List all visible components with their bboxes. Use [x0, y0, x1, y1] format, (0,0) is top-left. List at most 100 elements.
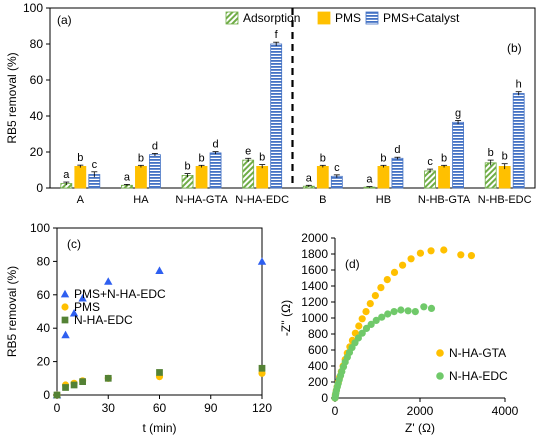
y-axis-label: RB5 removal (%) [5, 266, 19, 357]
x-axis-label: Z' (Ω) [405, 421, 435, 435]
data-point [358, 329, 366, 337]
data-point [407, 255, 415, 263]
bar [498, 165, 511, 189]
y-tick-label: 400 [308, 359, 328, 373]
bar [270, 43, 283, 189]
bar [452, 121, 464, 189]
data-point [427, 247, 435, 255]
y-tick-label: 200 [308, 375, 328, 389]
bar [242, 159, 255, 189]
x-tick-label: N-HB-GTA [418, 194, 471, 206]
data-point [372, 316, 380, 324]
data-point [70, 381, 78, 389]
data-point [104, 374, 112, 382]
data-point [457, 251, 465, 259]
legend-swatch [317, 11, 331, 25]
data-point [367, 320, 375, 328]
legend-label: PMS+Catalyst [383, 11, 460, 25]
bar [484, 162, 497, 189]
significance-letter: c [427, 156, 433, 168]
data-point [384, 310, 392, 318]
panel-label: (a) [57, 13, 72, 27]
data-point [69, 308, 79, 317]
data-point [411, 308, 419, 316]
significance-letter: d [213, 139, 219, 151]
data-point [61, 316, 69, 324]
legend-marker [436, 372, 444, 380]
x-tick-label: B [319, 194, 326, 206]
significance-letter: b [502, 151, 508, 163]
significance-letter: a [366, 174, 373, 186]
data-point [390, 268, 399, 276]
data-point [156, 369, 163, 376]
y-tick-label: 800 [308, 327, 328, 341]
x-tick-label: N-HB-EDC [478, 194, 532, 206]
data-point [60, 289, 70, 298]
y-tick-label: 80 [30, 37, 44, 51]
significance-letter: d [394, 144, 400, 156]
x-tick-label: N-HA-EDC [235, 194, 289, 206]
significance-letter: c [92, 159, 98, 171]
y-tick-label: 1000 [301, 311, 328, 325]
x-tick-label: 4000 [492, 404, 519, 418]
panel-label: (c) [67, 237, 81, 251]
data-point [257, 257, 267, 265]
bar [424, 170, 436, 189]
legend-swatch [365, 11, 379, 25]
y-tick-label: 0 [43, 388, 50, 402]
y-tick-label: 60 [30, 73, 44, 87]
y-tick-label: 1800 [301, 247, 328, 261]
bar [512, 93, 525, 189]
data-point [258, 364, 266, 372]
y-tick-label: 40 [37, 321, 51, 335]
data-point [362, 308, 370, 316]
data-point [355, 322, 363, 330]
x-tick-label: 60 [153, 401, 167, 415]
x-axis-label: t (min) [143, 421, 177, 435]
significance-letter: b [77, 152, 83, 164]
y-tick-label: 1600 [301, 263, 328, 277]
significance-letter: c [334, 162, 340, 174]
data-point [61, 303, 69, 311]
y-tick-label: 100 [30, 221, 50, 235]
x-tick-label: HA [133, 194, 149, 206]
data-point [467, 252, 476, 260]
data-point [427, 304, 436, 312]
bar [135, 165, 147, 189]
legend-label: PMS+N-HA-EDC [74, 287, 166, 301]
y-tick-label: 1200 [301, 295, 328, 309]
significance-letter: b [185, 161, 191, 173]
data-point [362, 324, 371, 332]
bar [438, 165, 450, 189]
x-tick-label: 2000 [407, 404, 434, 418]
data-point [366, 300, 374, 308]
panel-nyquist-chart: 0 200 400 600 800 1000 1200 1400 1600 1800 2000 0 20… [279, 231, 519, 435]
x-tick-label: 0 [54, 401, 61, 415]
legend-label: PMS [335, 11, 361, 25]
bar [391, 157, 404, 189]
x-tick-label: 90 [204, 401, 218, 415]
bar [256, 165, 269, 189]
significance-letter: d [152, 140, 158, 152]
significance-letter: b [259, 152, 265, 164]
legend-label: PMS [74, 300, 100, 314]
y-tick-label: 1400 [301, 279, 328, 293]
x-tick-label: HB [376, 194, 391, 206]
data-point [416, 249, 425, 257]
significance-letter: b [199, 152, 205, 164]
y-tick-label: 100 [23, 1, 43, 15]
data-point [354, 334, 362, 342]
significance-letter: b [320, 152, 326, 164]
bar [181, 174, 194, 189]
significance-letter: b [380, 152, 386, 164]
data-point [440, 246, 448, 254]
bar [209, 152, 222, 189]
data-point [358, 315, 366, 323]
legend-label: N-HA-EDC [74, 313, 133, 327]
significance-letter: h [516, 79, 522, 91]
panel-label: (b) [507, 41, 522, 55]
data-point [155, 266, 164, 274]
data-point [420, 303, 428, 311]
